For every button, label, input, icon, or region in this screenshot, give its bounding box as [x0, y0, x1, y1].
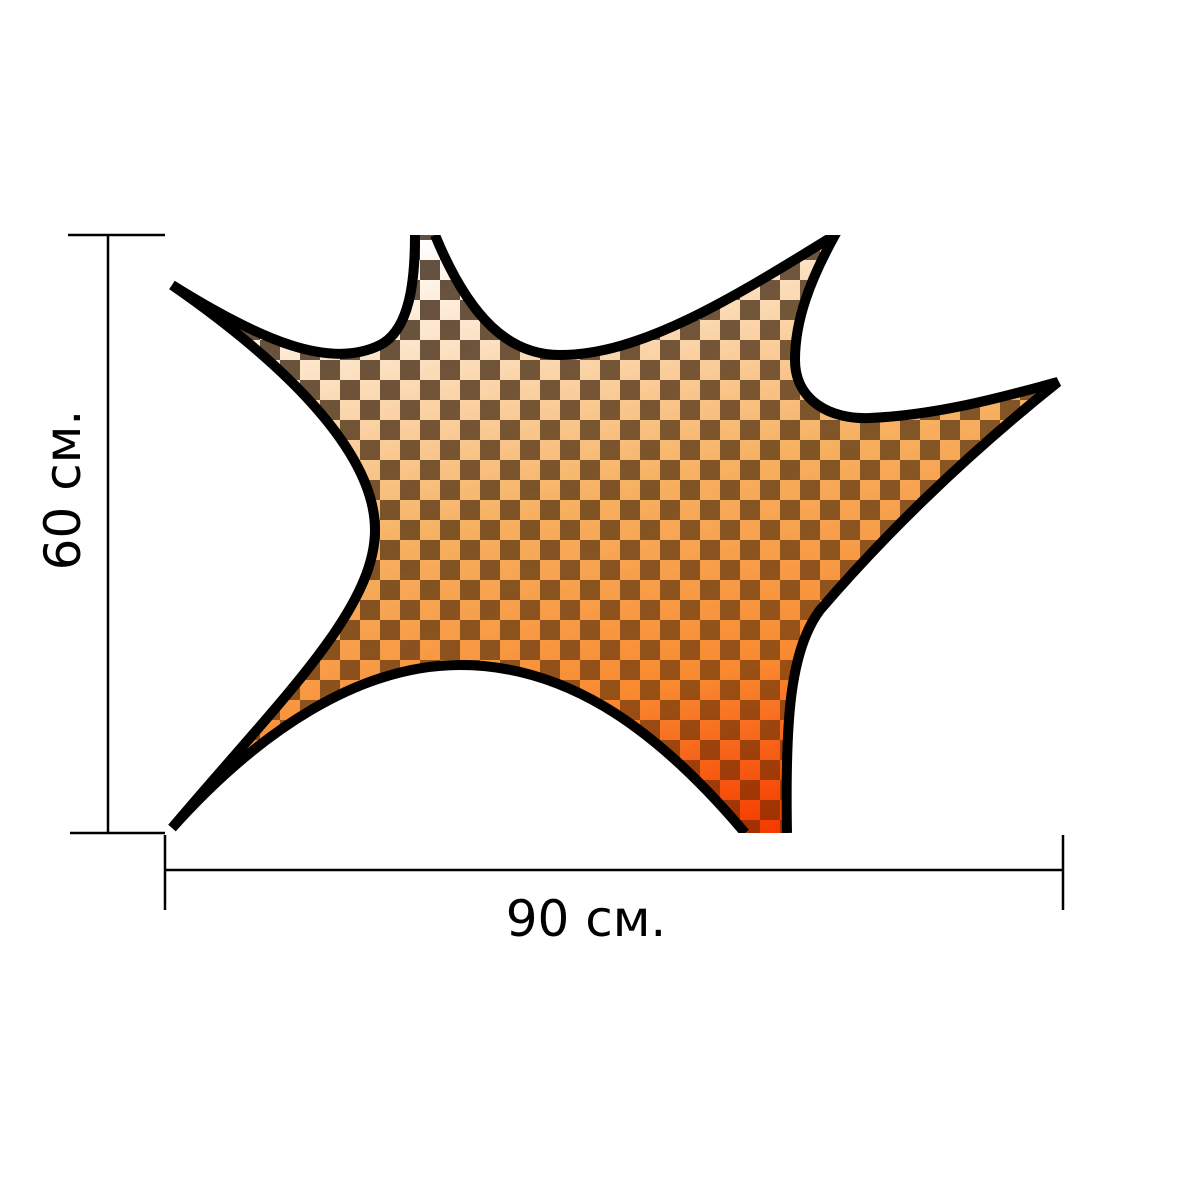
- dimension-lines: [68, 233, 1065, 910]
- width-label: 90 см.: [506, 890, 667, 948]
- decal-shape: [168, 235, 1062, 833]
- height-label: 60 см.: [34, 410, 92, 571]
